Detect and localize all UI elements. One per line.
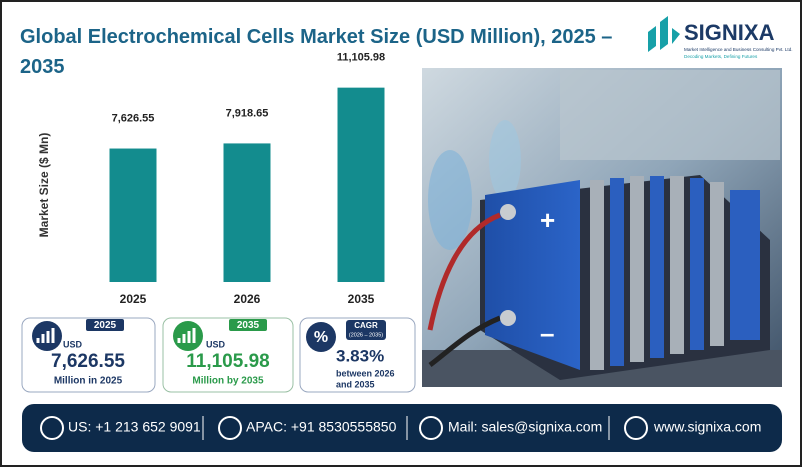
- logo-motto: Decoding Markets, Defining Futures: [684, 54, 758, 59]
- x-tick-label: 2035: [348, 292, 375, 306]
- svg-text:+: +: [540, 205, 555, 235]
- logo-tagline: Market Intelligence and Business Consult…: [684, 47, 793, 52]
- card-badge: 2035: [237, 320, 260, 331]
- card-period: (2026 – 2035): [349, 332, 383, 338]
- card-caption: and 2035: [336, 379, 375, 389]
- card-caption: Million by 2035: [192, 376, 264, 387]
- bar: [337, 87, 385, 282]
- card-caption: Million in 2025: [54, 376, 123, 387]
- footer-mail: Mail: sales@signixa.com: [448, 419, 602, 435]
- card-badge: CAGR: [354, 321, 378, 330]
- card-value: 3.83%: [336, 346, 384, 365]
- data-label: 11,105.98: [337, 52, 385, 64]
- card-caption: between 2026: [336, 368, 395, 378]
- footer-apac: APAC: +91 8530555850: [246, 419, 397, 435]
- footer-web: www.signixa.com: [653, 419, 761, 435]
- card: % CAGR (2026 – 2035) 3.83% between 2026 …: [299, 317, 416, 393]
- svg-text:–: –: [540, 318, 554, 348]
- footer: US: +1 213 652 9091 APAC: +91 8530555850…: [22, 404, 782, 452]
- card: 2025 USD 7,626.55 Million in 2025: [21, 317, 156, 393]
- chart-title: Global Electrochemical Cells Market Size…: [20, 26, 613, 78]
- card-badge: 2025: [94, 320, 117, 331]
- y-axis-label: Market Size ($ Mn): [37, 133, 51, 238]
- svg-text:%: %: [314, 329, 328, 346]
- card-value: 11,105.98: [186, 351, 269, 372]
- x-tick-label: 2025: [120, 292, 147, 306]
- logo-name: SIGNIXA: [684, 20, 775, 45]
- card-currency: USD: [206, 339, 226, 349]
- photo: + –: [422, 68, 782, 387]
- bar: [223, 143, 271, 282]
- data-label: 7,626.55: [112, 112, 155, 124]
- logo: SIGNIXA Market Intelligence and Business…: [648, 16, 793, 59]
- footer-us: US: +1 213 652 9091: [68, 419, 201, 435]
- card-currency: USD: [63, 339, 83, 349]
- card: 2035 USD 11,105.98 Million by 2035: [162, 317, 294, 393]
- bar: [109, 148, 157, 282]
- card-value: 7,626.55: [51, 351, 125, 372]
- data-label: 7,918.65: [226, 107, 269, 119]
- x-tick-label: 2026: [234, 292, 261, 306]
